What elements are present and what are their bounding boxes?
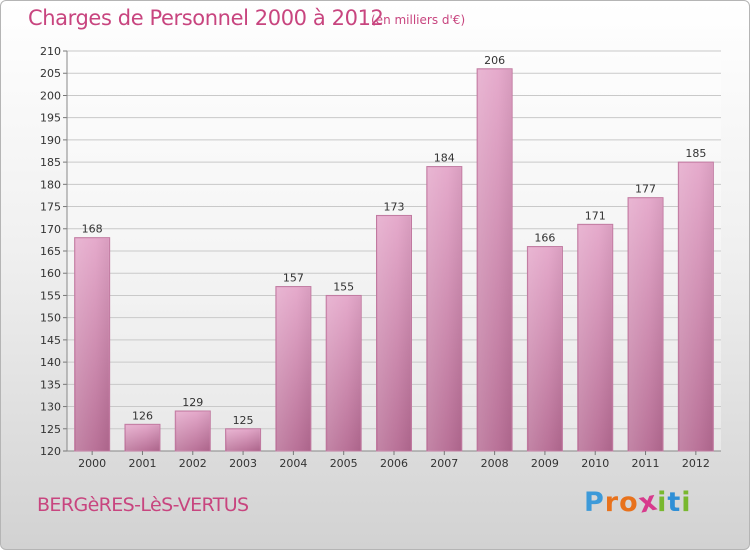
bar-value-label: 129 [182,396,203,409]
bar-highlight [578,225,612,451]
y-tick-label: 170 [40,223,61,236]
y-tick-label: 165 [40,245,61,258]
bar-value-label: 168 [82,223,103,236]
bar-value-label: 126 [132,409,153,422]
chart-title: Charges de Personnel 2000 à 2012 [28,6,384,30]
bar-value-label: 155 [333,280,354,293]
x-tick-label: 2002 [179,457,207,470]
y-tick-label: 190 [40,134,61,147]
y-tick-label: 155 [40,289,61,302]
x-tick-label: 2009 [531,457,559,470]
y-tick-label: 120 [40,445,61,458]
x-tick-label: 2006 [380,457,408,470]
y-tick-label: 195 [40,112,61,125]
y-tick-label: 130 [40,401,61,414]
y-tick-label: 150 [40,312,61,325]
logo-letter: t [667,487,682,518]
bar-highlight [478,69,512,452]
x-tick-label: 2001 [128,457,156,470]
bar-highlight [125,425,159,451]
x-tick-label: 2011 [632,457,660,470]
y-tick-label: 200 [40,89,61,102]
logo-letter: i [657,487,668,518]
y-tick-label: 205 [40,67,61,80]
logo-letter: r [604,487,620,518]
y-tick-label: 125 [40,423,61,436]
bar-highlight [176,412,210,451]
bar-highlight [427,167,461,452]
x-tick-label: 2007 [430,457,458,470]
bar-highlight [679,163,713,451]
logo-letter: o [619,487,639,518]
x-tick-label: 2005 [330,457,358,470]
logo-letter: i [681,487,692,518]
bar-value-label: 171 [585,209,606,222]
x-tick-label: 2012 [682,457,710,470]
bar-highlight [75,238,109,451]
commune-name: BERGèRES-LèS-VERTUS [37,494,249,516]
bar-highlight [377,216,411,451]
y-tick-label: 210 [40,45,61,58]
y-tick-label: 160 [40,267,61,280]
bar-highlight [276,287,310,451]
bar-value-label: 206 [484,54,505,67]
bar-value-label: 166 [534,232,555,245]
bar-highlight [327,296,361,451]
logo-letter: P [584,487,605,518]
bar-highlight [528,247,562,451]
bar-value-label: 177 [635,183,656,196]
x-tick-label: 2010 [581,457,609,470]
plot-area: 120 125 130 135 140 145 150 155 160 165 170 175 180 1… [40,45,721,470]
y-tick-label: 140 [40,356,61,369]
bar-value-label: 125 [233,414,254,427]
y-tick-label: 180 [40,178,61,191]
proxiti-logo[interactable]: Proxiti [584,485,692,519]
x-tick-label: 2004 [279,457,307,470]
x-tick-label: 2003 [229,457,257,470]
bar-highlight [629,198,663,451]
x-tick-label: 2000 [78,457,106,470]
bar-highlight [226,429,260,451]
x-tick-label: 2008 [481,457,509,470]
y-tick-label: 175 [40,201,61,214]
y-tick-label: 135 [40,378,61,391]
y-tick-label: 145 [40,334,61,347]
bar-value-label: 185 [685,147,706,160]
bar-value-label: 184 [434,152,455,165]
chart-unit: (en milliers d'€) [371,13,466,27]
bar-value-label: 157 [283,272,304,285]
bar-value-label: 173 [384,200,405,213]
y-tick-label: 185 [40,156,61,169]
